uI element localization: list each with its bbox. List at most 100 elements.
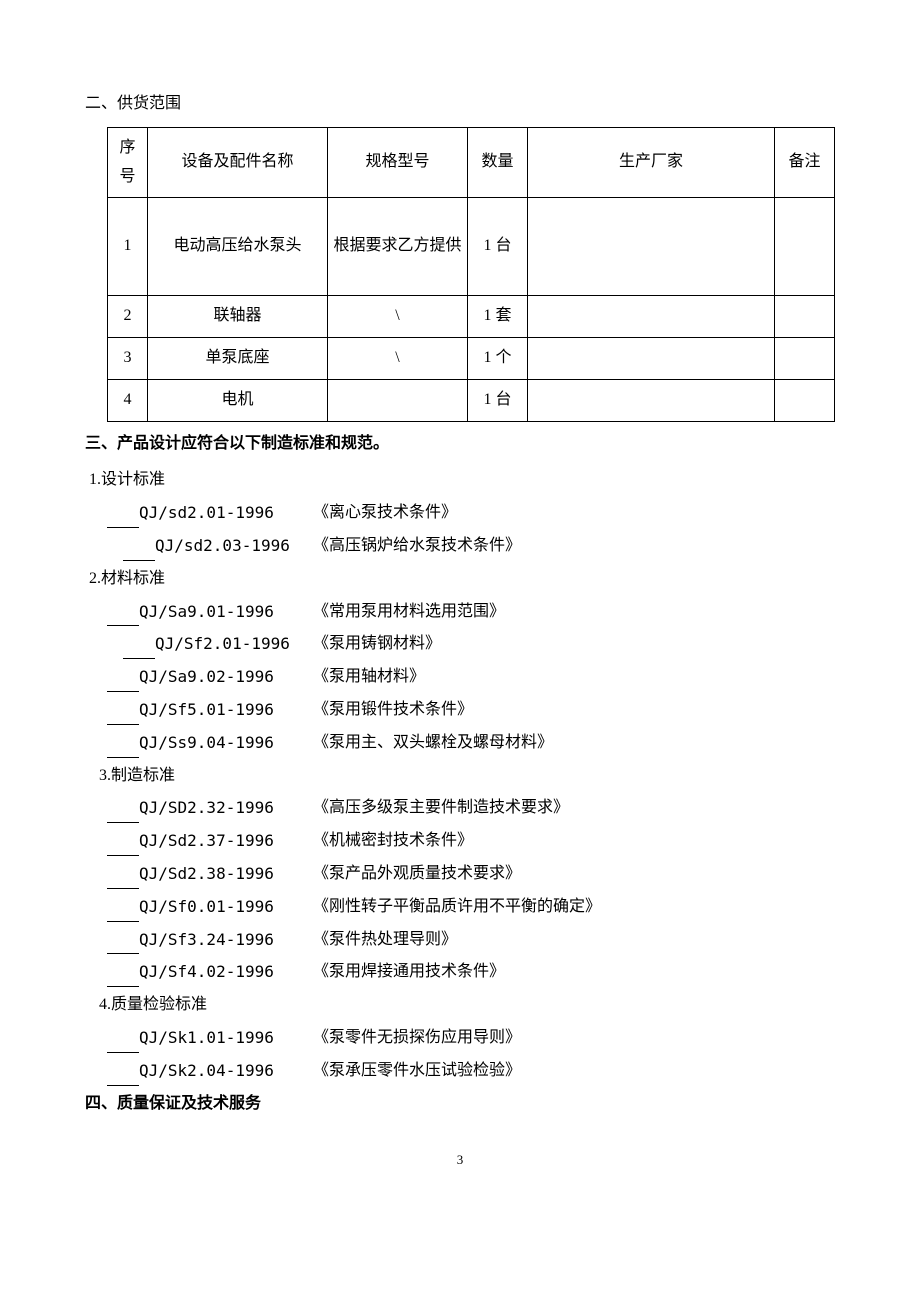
standard-line: QJ/Sk1.01-1996《泵零件无损探伤应用导则》 — [85, 1024, 835, 1053]
standard-title: 《泵用锻件技术条件》 — [313, 696, 473, 725]
underline-prefix — [107, 598, 139, 627]
underline-prefix — [107, 794, 139, 823]
standard-code: QJ/Sf3.24-1996 — [139, 926, 313, 955]
standard-title: 《高压多级泵主要件制造技术要求》 — [313, 794, 569, 823]
standard-title: 《泵产品外观质量技术要求》 — [313, 860, 521, 889]
underline-prefix — [107, 729, 139, 758]
th-mfr: 生产厂家 — [528, 127, 775, 198]
underline-prefix — [107, 696, 139, 725]
cell-name: 电机 — [148, 379, 328, 421]
standard-code: QJ/Sf4.02-1996 — [139, 958, 313, 987]
standard-code: QJ/Sa9.02-1996 — [139, 663, 313, 692]
cell-mfr — [528, 296, 775, 338]
th-spec: 规格型号 — [328, 127, 468, 198]
standard-title: 《泵件热处理导则》 — [313, 926, 457, 955]
standard-code: QJ/Sk1.01-1996 — [139, 1024, 313, 1053]
standard-line: QJ/Sf0.01-1996《刚性转子平衡品质许用不平衡的确定》 — [85, 893, 835, 922]
th-note: 备注 — [775, 127, 835, 198]
cell-name: 联轴器 — [148, 296, 328, 338]
standard-line: QJ/Sa9.02-1996《泵用轴材料》 — [85, 663, 835, 692]
standard-code: QJ/sd2.03-1996 — [155, 532, 313, 561]
underline-prefix — [107, 958, 139, 987]
cell-spec — [328, 379, 468, 421]
cell-qty: 1 套 — [468, 296, 528, 338]
section-2-heading: 二、供货范围 — [85, 90, 835, 119]
standards-group-label: 2.材料标准 — [85, 565, 835, 594]
standard-code: QJ/sd2.01-1996 — [139, 499, 313, 528]
cell-spec: \ — [328, 296, 468, 338]
page-number: 3 — [85, 1148, 835, 1171]
standards-group-label: 4.质量检验标准 — [85, 991, 835, 1020]
standard-code: QJ/Sd2.37-1996 — [139, 827, 313, 856]
cell-seq: 4 — [108, 379, 148, 421]
underline-prefix — [123, 630, 155, 659]
section-4-heading: 四、质量保证及技术服务 — [85, 1090, 835, 1119]
standard-line: QJ/Sd2.37-1996《机械密封技术条件》 — [85, 827, 835, 856]
cell-seq: 2 — [108, 296, 148, 338]
standard-line: QJ/Sk2.04-1996《泵承压零件水压试验检验》 — [85, 1057, 835, 1086]
underline-prefix — [107, 893, 139, 922]
table-row: 2 联轴器 \ 1 套 — [108, 296, 835, 338]
standard-title: 《泵用主、双头螺栓及螺母材料》 — [313, 729, 553, 758]
standard-code: QJ/Sk2.04-1996 — [139, 1057, 313, 1086]
cell-mfr — [528, 337, 775, 379]
standard-line: QJ/Sa9.01-1996《常用泵用材料选用范围》 — [85, 598, 835, 627]
standard-line: QJ/Sf4.02-1996《泵用焊接通用技术条件》 — [85, 958, 835, 987]
standard-code: QJ/Ss9.04-1996 — [139, 729, 313, 758]
cell-note — [775, 337, 835, 379]
underline-prefix — [107, 827, 139, 856]
cell-spec: 根据要求乙方提供 — [328, 198, 468, 296]
underline-prefix — [107, 663, 139, 692]
underline-prefix — [123, 532, 155, 561]
underline-prefix — [107, 1024, 139, 1053]
standard-code: QJ/Sd2.38-1996 — [139, 860, 313, 889]
cell-seq: 1 — [108, 198, 148, 296]
cell-mfr — [528, 198, 775, 296]
cell-mfr — [528, 379, 775, 421]
cell-spec: \ — [328, 337, 468, 379]
standard-title: 《机械密封技术条件》 — [313, 827, 473, 856]
th-name: 设备及配件名称 — [148, 127, 328, 198]
standards-group-label: 3.制造标准 — [85, 762, 835, 791]
standard-line: QJ/Sf5.01-1996《泵用锻件技术条件》 — [85, 696, 835, 725]
standard-code: QJ/SD2.32-1996 — [139, 794, 313, 823]
section-3-heading: 三、产品设计应符合以下制造标准和规范。 — [85, 430, 835, 459]
th-qty: 数量 — [468, 127, 528, 198]
standard-title: 《刚性转子平衡品质许用不平衡的确定》 — [313, 893, 601, 922]
standard-title: 《泵用轴材料》 — [313, 663, 425, 692]
standard-code: QJ/Sf0.01-1996 — [139, 893, 313, 922]
cell-note — [775, 379, 835, 421]
cell-seq: 3 — [108, 337, 148, 379]
underline-prefix — [107, 1057, 139, 1086]
table-header-row: 序号 设备及配件名称 规格型号 数量 生产厂家 备注 — [108, 127, 835, 198]
standard-line: QJ/sd2.03-1996《高压锅炉给水泵技术条件》 — [85, 532, 835, 561]
cell-qty: 1 台 — [468, 379, 528, 421]
underline-prefix — [107, 499, 139, 528]
standard-line: QJ/Sd2.38-1996《泵产品外观质量技术要求》 — [85, 860, 835, 889]
table-row: 1 电动高压给水泵头 根据要求乙方提供 1 台 — [108, 198, 835, 296]
underline-prefix — [107, 926, 139, 955]
standard-code: QJ/Sa9.01-1996 — [139, 598, 313, 627]
standard-line: QJ/Sf3.24-1996《泵件热处理导则》 — [85, 926, 835, 955]
cell-qty: 1 台 — [468, 198, 528, 296]
standard-line: QJ/Sf2.01-1996《泵用铸钢材料》 — [85, 630, 835, 659]
standard-line: QJ/sd2.01-1996《离心泵技术条件》 — [85, 499, 835, 528]
table-row: 3 单泵底座 \ 1 个 — [108, 337, 835, 379]
standard-title: 《常用泵用材料选用范围》 — [313, 598, 505, 627]
standard-code: QJ/Sf5.01-1996 — [139, 696, 313, 725]
standard-line: QJ/Ss9.04-1996《泵用主、双头螺栓及螺母材料》 — [85, 729, 835, 758]
standards-group-label: 1.设计标准 — [85, 466, 835, 495]
supply-table: 序号 设备及配件名称 规格型号 数量 生产厂家 备注 1 电动高压给水泵头 根据… — [107, 127, 835, 422]
standard-title: 《泵承压零件水压试验检验》 — [313, 1057, 521, 1086]
cell-note — [775, 296, 835, 338]
standard-title: 《泵用铸钢材料》 — [313, 630, 441, 659]
standard-title: 《离心泵技术条件》 — [313, 499, 457, 528]
standard-code: QJ/Sf2.01-1996 — [155, 630, 313, 659]
cell-note — [775, 198, 835, 296]
th-seq: 序号 — [108, 127, 148, 198]
cell-name: 单泵底座 — [148, 337, 328, 379]
standard-title: 《高压锅炉给水泵技术条件》 — [313, 532, 521, 561]
underline-prefix — [107, 860, 139, 889]
cell-qty: 1 个 — [468, 337, 528, 379]
cell-name: 电动高压给水泵头 — [148, 198, 328, 296]
